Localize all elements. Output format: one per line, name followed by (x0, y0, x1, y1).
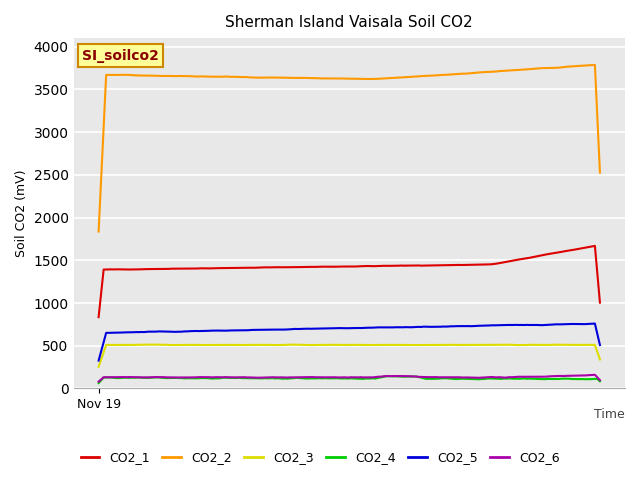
Text: SI_soilco2: SI_soilco2 (82, 48, 159, 62)
CO2_2 (571, 63, 579, 69)
CO2_2 (188, 73, 196, 79)
CO2_5 (553, 322, 561, 327)
CO2_4 (125, 375, 132, 381)
CO2_5 (95, 358, 102, 363)
CO2_1 (571, 247, 579, 252)
CO2_6 (553, 373, 561, 379)
CO2_4 (115, 375, 123, 381)
CO2_6 (125, 374, 132, 380)
CO2_5 (591, 321, 599, 326)
CO2_3 (115, 342, 123, 348)
CO2_2 (553, 65, 561, 71)
CO2_1 (125, 266, 132, 272)
Line: CO2_4: CO2_4 (99, 376, 600, 383)
CO2_2 (115, 72, 123, 78)
CO2_1 (95, 314, 102, 320)
Line: CO2_3: CO2_3 (99, 345, 600, 367)
CO2_3 (143, 342, 150, 348)
CO2_6 (571, 373, 579, 379)
CO2_2 (95, 228, 102, 234)
Line: CO2_2: CO2_2 (99, 65, 600, 231)
CO2_4 (385, 373, 392, 379)
CO2_4 (573, 376, 581, 382)
CO2_1 (596, 300, 604, 306)
CO2_1 (553, 250, 561, 256)
CO2_6 (228, 374, 236, 380)
CO2_4 (95, 380, 102, 386)
Title: Sherman Island Vaisala Soil CO2: Sherman Island Vaisala Soil CO2 (225, 15, 473, 30)
Y-axis label: Soil CO2 (mV): Soil CO2 (mV) (15, 169, 28, 257)
CO2_5 (228, 327, 236, 333)
CO2_1 (115, 266, 123, 272)
CO2_1 (228, 265, 236, 271)
CO2_2 (125, 72, 132, 78)
CO2_6 (591, 372, 599, 378)
CO2_5 (125, 329, 132, 335)
CO2_4 (228, 375, 236, 381)
Legend: CO2_1, CO2_2, CO2_3, CO2_4, CO2_5, CO2_6: CO2_1, CO2_2, CO2_3, CO2_4, CO2_5, CO2_6 (76, 446, 564, 469)
CO2_3 (573, 342, 581, 348)
CO2_6 (95, 379, 102, 384)
CO2_3 (191, 342, 198, 348)
CO2_4 (188, 375, 196, 381)
CO2_3 (125, 342, 132, 348)
CO2_5 (188, 328, 196, 334)
CO2_1 (188, 266, 196, 272)
CO2_1 (591, 243, 599, 249)
Line: CO2_1: CO2_1 (99, 246, 600, 317)
CO2_4 (596, 378, 604, 384)
CO2_2 (591, 62, 599, 68)
CO2_4 (556, 376, 563, 382)
CO2_5 (115, 330, 123, 336)
CO2_5 (571, 321, 579, 327)
CO2_2 (228, 74, 236, 80)
CO2_3 (596, 357, 604, 362)
CO2_6 (115, 374, 123, 380)
Text: Time: Time (595, 408, 625, 421)
Line: CO2_6: CO2_6 (99, 375, 600, 382)
CO2_3 (231, 342, 239, 348)
Line: CO2_5: CO2_5 (99, 324, 600, 360)
CO2_2 (596, 170, 604, 176)
CO2_6 (596, 377, 604, 383)
CO2_6 (188, 374, 196, 380)
CO2_3 (556, 342, 563, 348)
CO2_3 (95, 364, 102, 370)
CO2_5 (596, 342, 604, 348)
